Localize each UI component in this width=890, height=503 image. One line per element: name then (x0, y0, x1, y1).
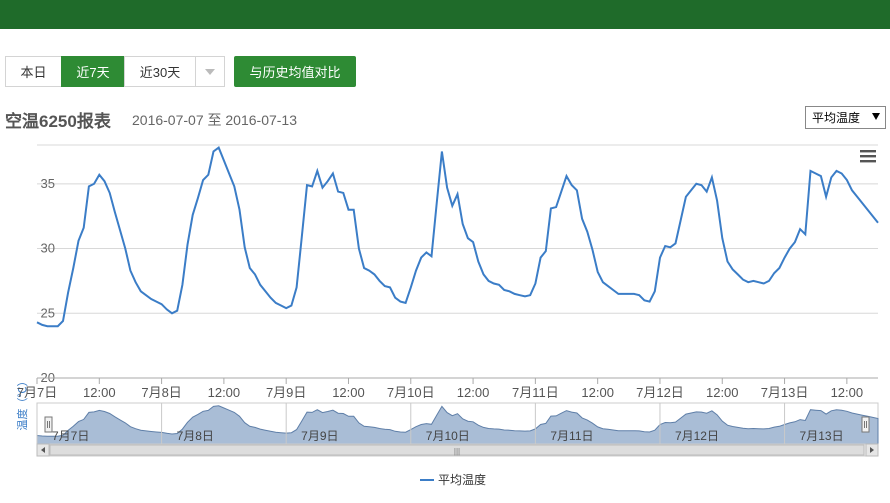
range-dropdown-button[interactable] (195, 56, 225, 87)
navigator-left-handle[interactable] (44, 416, 53, 433)
date-range-label: 2016-07-07 至 2016-07-13 (132, 112, 298, 128)
x-tick-label: 7月11日 (512, 385, 559, 400)
compare-history-button[interactable]: 与历史均值对比 (234, 56, 356, 87)
chart-legend[interactable]: 平均温度 (420, 471, 486, 488)
navigator-label: 7月7日 (52, 429, 89, 443)
x-tick-label: 12:00 (332, 385, 365, 400)
navigator-labels: 7月7日 7月8日 7月9日 7月10日 7月11日 7月12日 7月13日 (36, 403, 844, 445)
navigator-label: 7月10日 (426, 429, 470, 443)
navigator-area (36, 405, 879, 446)
x-tick-label: 7月8日 (141, 385, 181, 400)
legend-swatch (420, 478, 434, 481)
scrollbar-thumb[interactable] (49, 444, 865, 456)
x-tick-label: 12:00 (457, 385, 490, 400)
page-title: 空温6250报表 (5, 112, 111, 131)
y-axis-label: 温度（℃） (15, 376, 29, 431)
top-banner (0, 0, 890, 29)
x-tick-label: 12:00 (208, 385, 241, 400)
x-tick-label: 12:00 (581, 385, 614, 400)
hamburger-menu-icon[interactable] (860, 150, 876, 163)
navigator-label: 7月9日 (301, 429, 338, 443)
series-line-avg-temp (36, 146, 879, 328)
tab-today[interactable]: 本日 (5, 56, 62, 87)
navigator[interactable]: 7月7日 7月8日 7月9日 7月10日 7月11日 7月12日 7月13日 (36, 402, 879, 446)
x-tick-label: 7月9日 (266, 385, 306, 400)
metric-select-value: 平均温度 (812, 111, 861, 125)
x-tick-label: 12:00 (706, 385, 739, 400)
scrollbar[interactable]: ||| (36, 443, 879, 457)
navigator-label: 7月11日 (550, 429, 593, 443)
navigator-label: 7月12日 (675, 429, 719, 443)
scrollbar-grip-icon: ||| (454, 447, 460, 456)
x-tick-label: 7月13日 (761, 385, 809, 400)
y-tick-label: 30 (41, 241, 55, 256)
legend-item-avg-temp: 平均温度 (438, 473, 487, 487)
navigator-label: 7月13日 (800, 429, 844, 443)
tab-last-7-days[interactable]: 近7天 (61, 56, 125, 87)
y-tick-label: 25 (41, 305, 55, 320)
x-tick-label: 12:00 (831, 385, 864, 400)
chevron-down-icon (205, 68, 215, 75)
select-arrow-icon (872, 113, 880, 120)
metric-select[interactable]: 平均温度 (805, 106, 886, 129)
x-tick-label: 7月12日 (636, 385, 684, 400)
x-axis: 7月7日 12:00 7月8日 12:00 7月9日 12:00 7月10日 12:00 7月1… (17, 377, 878, 400)
tab-last-30-days[interactable]: 近30天 (124, 56, 196, 87)
x-tick-label: 7月10日 (387, 385, 435, 400)
navigator-right-handle[interactable] (861, 416, 870, 433)
y-tick-label: 35 (41, 176, 55, 191)
x-tick-label: 12:00 (83, 385, 116, 400)
scroll-right-arrow[interactable] (865, 443, 879, 457)
navigator-label: 7月8日 (177, 429, 214, 443)
chart-grid (37, 144, 878, 379)
x-tick-label: 7月7日 (17, 385, 57, 400)
scroll-left-arrow[interactable] (36, 443, 50, 457)
